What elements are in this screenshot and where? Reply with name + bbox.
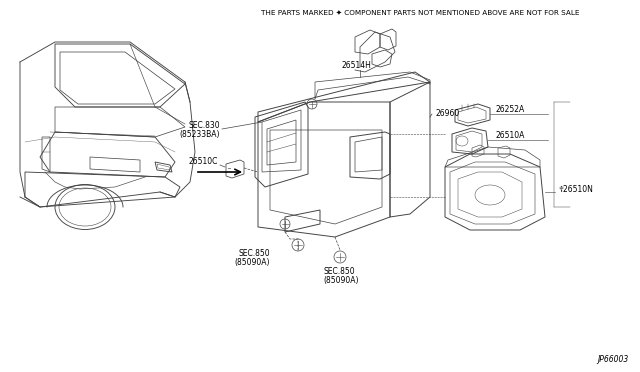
Text: (85090A): (85090A) <box>234 259 270 267</box>
Text: SEC.850: SEC.850 <box>238 250 270 259</box>
Text: 26960: 26960 <box>435 109 460 119</box>
Text: SEC.850: SEC.850 <box>323 267 355 276</box>
Text: ☦26510N: ☦26510N <box>558 186 593 195</box>
Text: JP66003: JP66003 <box>596 355 628 364</box>
Text: 26514H: 26514H <box>342 61 372 70</box>
Text: 26510A: 26510A <box>496 131 525 141</box>
Text: THE PARTS MARKED ✦ COMPONENT PARTS NOT MENTIONED ABOVE ARE NOT FOR SALE: THE PARTS MARKED ✦ COMPONENT PARTS NOT M… <box>260 10 579 16</box>
Text: SEC.830: SEC.830 <box>188 121 220 129</box>
Text: (85233BA): (85233BA) <box>179 129 220 138</box>
Text: 26252A: 26252A <box>496 106 525 115</box>
Text: 26510C: 26510C <box>189 157 218 167</box>
Text: (85090A): (85090A) <box>323 276 358 285</box>
